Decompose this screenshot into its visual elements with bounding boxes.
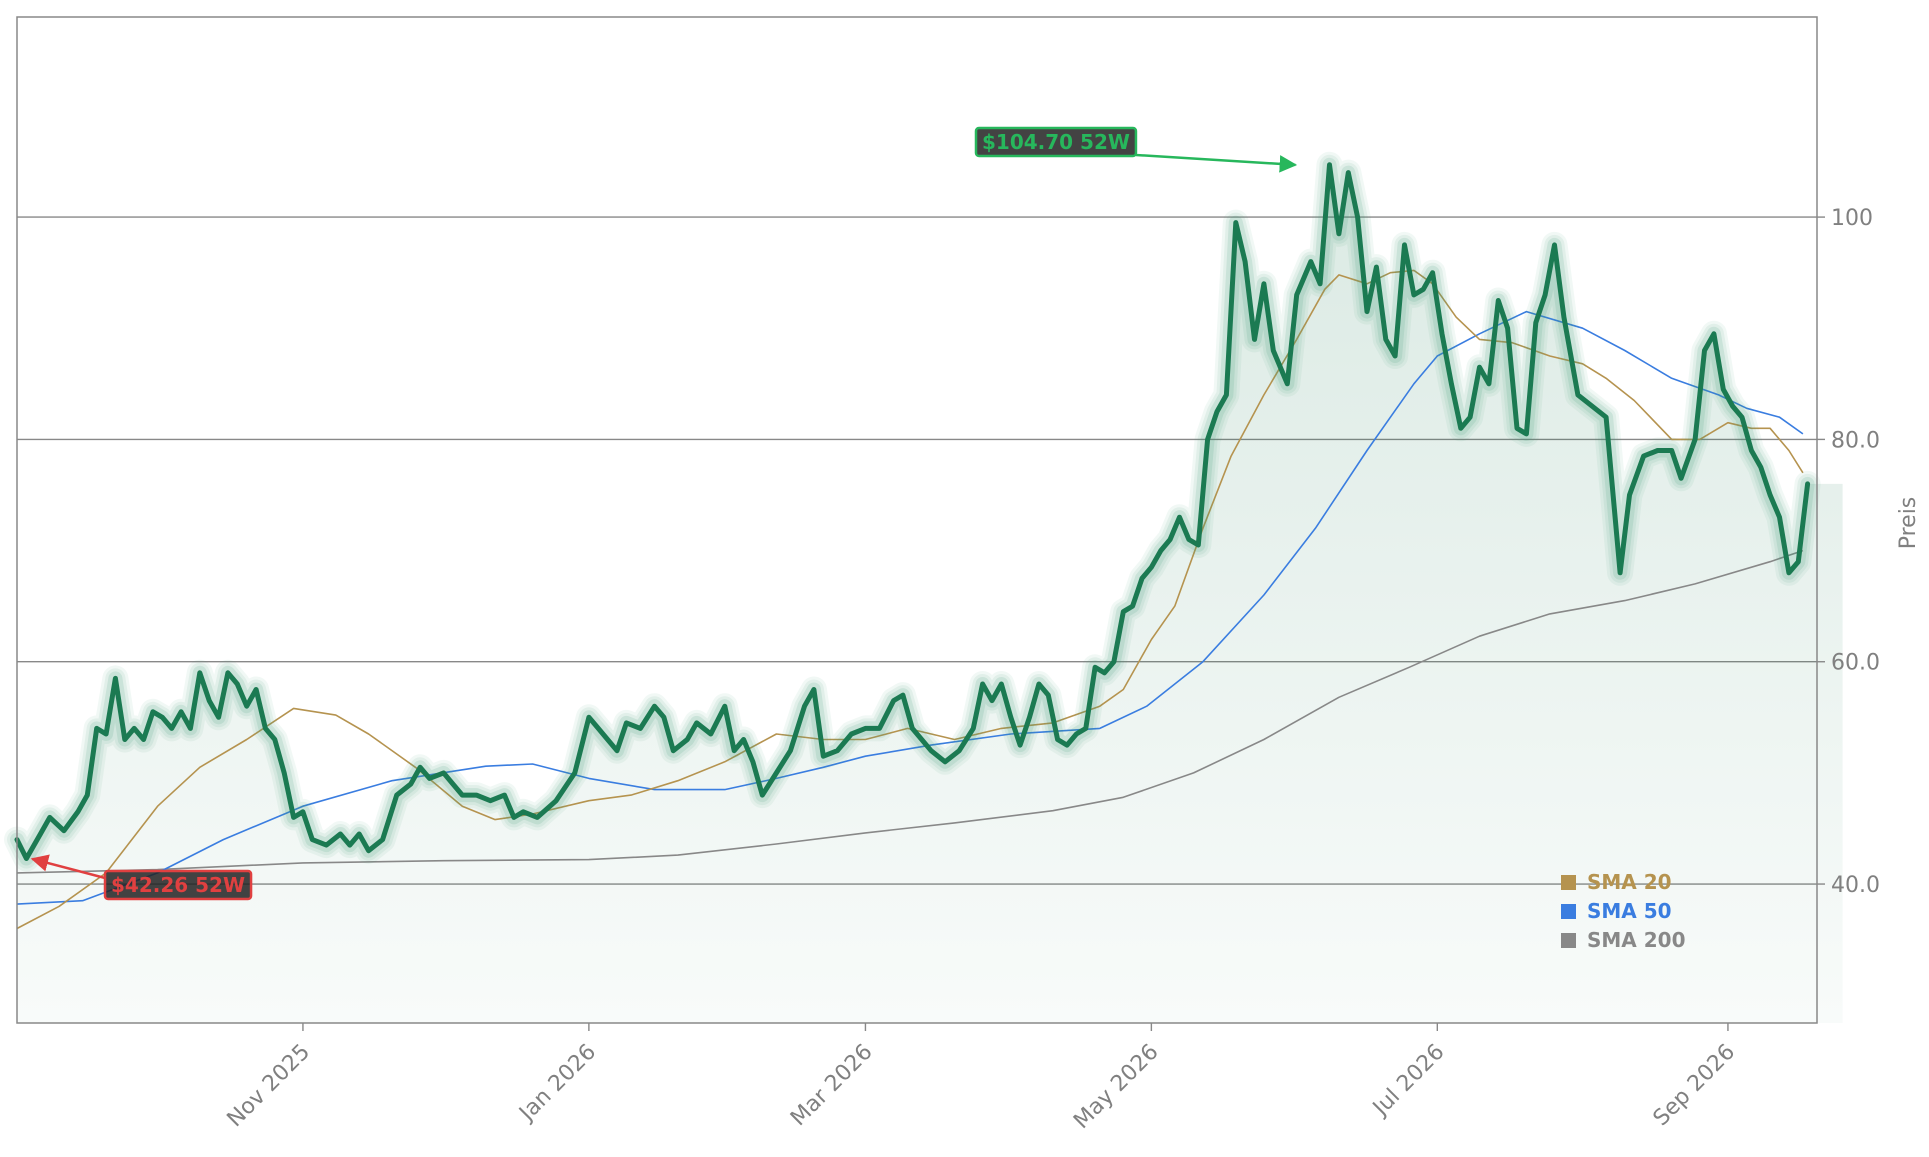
legend-swatch — [1561, 933, 1576, 948]
high-annotation: $104.70 52W — [974, 126, 1138, 158]
plot-frame — [16, 16, 1818, 1024]
price-line-group — [4, 151, 1821, 872]
high-arrow — [1135, 153, 1298, 173]
low-arrow — [30, 854, 106, 880]
y-tick-label: 80.0 — [1831, 428, 1880, 453]
high-annotation-box — [974, 126, 1138, 158]
line-sma50 — [16, 310, 1804, 905]
y-tick-label: 60.0 — [1831, 651, 1880, 676]
x-tick-label: Nov 2025 — [223, 1040, 316, 1133]
y-tick-label: 100 — [1831, 206, 1873, 231]
sma-lines — [16, 269, 1804, 930]
legend-swatch — [1561, 904, 1576, 919]
high-annotation-text: $104.70 52W — [982, 130, 1130, 154]
legend-label: SMA 50 — [1587, 899, 1672, 923]
price-line — [14, 162, 1811, 861]
legend: SMA 20 SMA 50 SMA 200 — [1561, 870, 1686, 952]
x-tick-label: Sep 2026 — [1649, 1040, 1741, 1132]
y-tick-label: 40.0 — [1831, 873, 1880, 898]
legend-label: SMA 20 — [1587, 870, 1672, 894]
low-annotation-box — [103, 869, 253, 901]
low-annotation-text: $42.26 52W — [111, 873, 245, 897]
x-tick-label: Jan 2026 — [514, 1040, 602, 1128]
price-area-fill — [17, 164, 1843, 1024]
low-annotation: $42.26 52W — [103, 869, 253, 901]
x-tick-label: May 2026 — [1069, 1040, 1163, 1134]
legend-swatch — [1561, 875, 1576, 890]
line-sma200 — [16, 549, 1804, 874]
x-tick-label: Mar 2026 — [786, 1040, 878, 1132]
legend-label: SMA 200 — [1587, 928, 1686, 952]
y-axis-label: Preis — [1896, 497, 1921, 550]
annotations: $104.70 52W $42.26 52W — [30, 126, 1298, 901]
price-area — [17, 164, 1843, 1024]
x-tick-label: Jul 2026 — [1367, 1040, 1449, 1122]
line-sma20 — [16, 269, 1804, 930]
